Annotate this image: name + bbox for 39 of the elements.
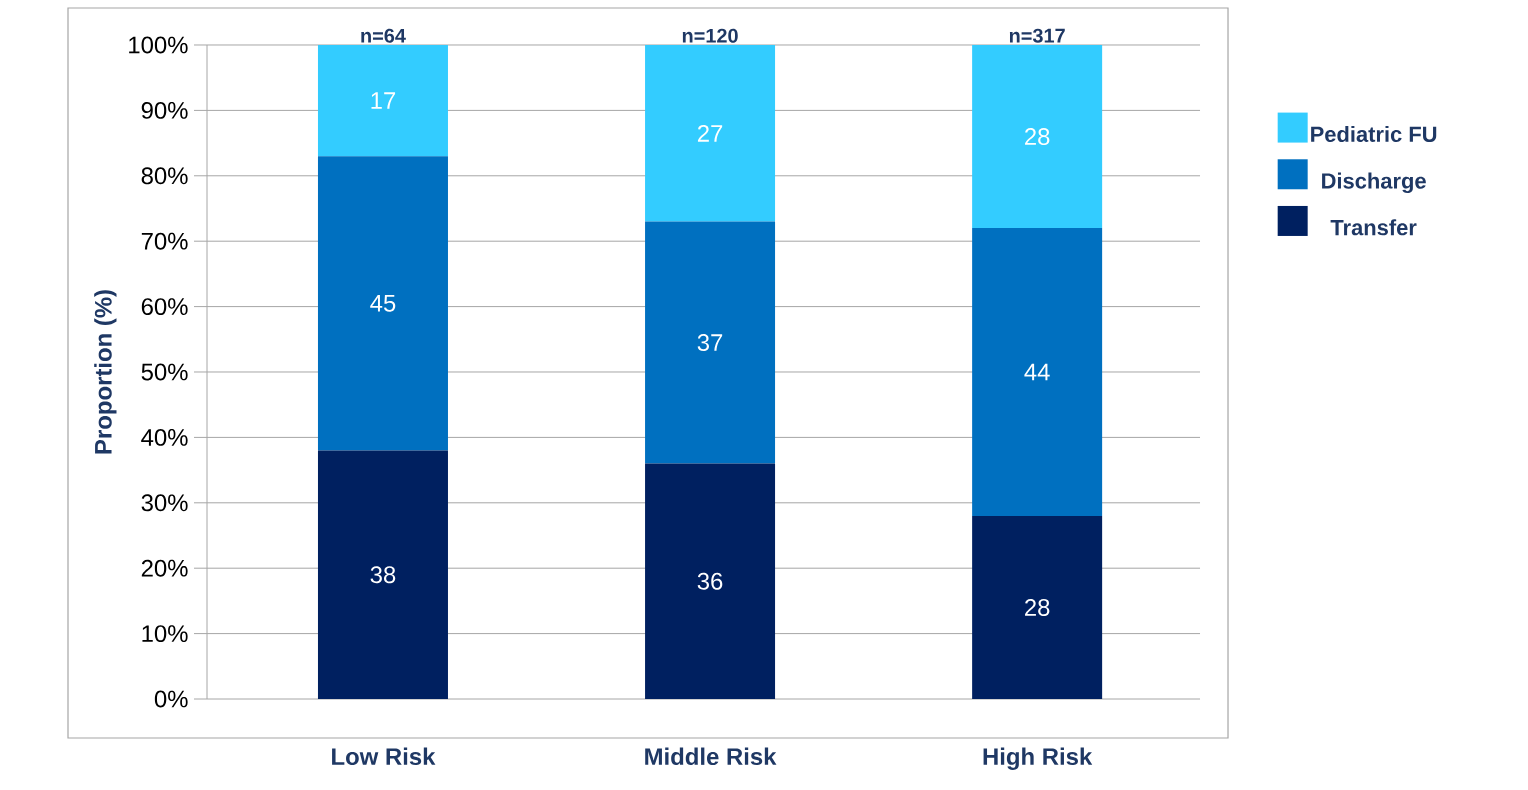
bar bbox=[972, 515, 1103, 699]
legend-label: Pediatric FU bbox=[1311, 125, 1437, 142]
bar bbox=[645, 463, 776, 699]
bar bbox=[317, 44, 448, 157]
y-tick-label: 60% bbox=[141, 298, 188, 316]
data-label: 44 bbox=[1024, 363, 1050, 381]
bar bbox=[317, 450, 448, 699]
data-label: 38 bbox=[370, 566, 396, 584]
bar bbox=[972, 44, 1103, 229]
y-axis-title: Proportion (%) bbox=[94, 290, 117, 454]
x-tick-label: Middle Risk bbox=[645, 747, 777, 766]
bar bbox=[645, 44, 776, 222]
data-label: 37 bbox=[697, 334, 723, 352]
y-tick-label: 80% bbox=[141, 167, 188, 185]
text: n=64 bbox=[361, 28, 406, 43]
data-label: 27 bbox=[697, 124, 723, 142]
data-label: 45 bbox=[370, 294, 396, 312]
bar bbox=[317, 156, 448, 451]
bar bbox=[972, 228, 1103, 516]
data-label: 28 bbox=[1025, 128, 1050, 146]
text: n=317 bbox=[1009, 28, 1065, 43]
data-label: 17 bbox=[371, 92, 396, 109]
data-label: 28 bbox=[1025, 598, 1050, 616]
y-tick-label: 30% bbox=[141, 494, 188, 512]
bar bbox=[645, 221, 776, 464]
y-tick-label: 0% bbox=[154, 690, 188, 708]
legend-label: Transfer bbox=[1330, 219, 1417, 236]
text: n=120 bbox=[682, 28, 738, 43]
legend-label: Discharge bbox=[1322, 172, 1426, 194]
y-tick-label: 100% bbox=[129, 36, 188, 54]
y-tick-label: 10% bbox=[142, 625, 188, 643]
y-tick-label: 50% bbox=[141, 363, 188, 381]
x-tick-label: High Risk bbox=[983, 747, 1093, 770]
y-tick-label: 90% bbox=[141, 101, 188, 119]
y-tick-label: 40% bbox=[141, 428, 188, 446]
y-tick-label: 20% bbox=[141, 559, 188, 577]
y-tick-label: 70% bbox=[141, 232, 188, 250]
data-label: 36 bbox=[697, 572, 723, 590]
x-tick-label: Low Risk bbox=[332, 747, 436, 766]
